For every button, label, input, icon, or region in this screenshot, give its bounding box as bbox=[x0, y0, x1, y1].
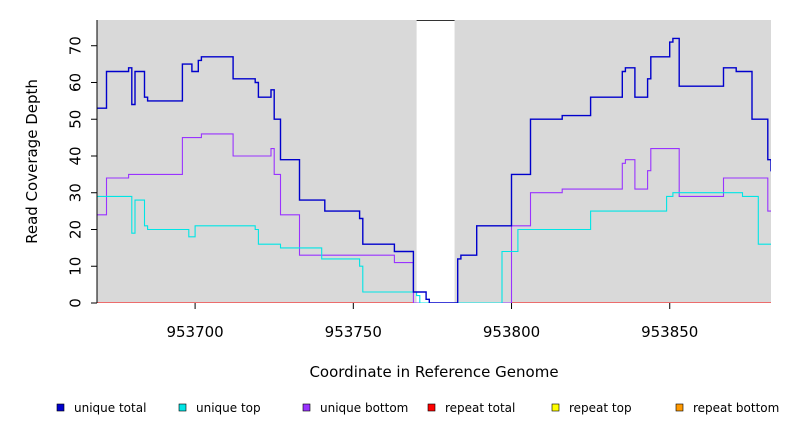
legend-item-unique-bottom: unique bottom bbox=[302, 401, 408, 415]
legend-swatch bbox=[56, 403, 65, 412]
axes-layer: 0 10 20 30 40 50 60 70 953700 953750 953800 953850 bbox=[66, 20, 698, 341]
legend-label: unique total bbox=[74, 401, 146, 415]
x-tick-label: 953700 bbox=[166, 323, 223, 341]
x-tick-label: 953850 bbox=[641, 323, 698, 341]
legend-label: unique top bbox=[196, 401, 261, 415]
legend-swatch bbox=[551, 403, 560, 412]
series-line-unique-bottom bbox=[97, 133, 771, 303]
y-tick-label: 50 bbox=[66, 110, 84, 129]
x-axis-title: Coordinate in Reference Genome bbox=[309, 363, 558, 381]
legend-item-unique-top: unique top bbox=[178, 401, 261, 415]
series-line-unique-top bbox=[97, 192, 771, 303]
legend-item-repeat-bottom: repeat bottom bbox=[675, 401, 779, 415]
y-tick-label: 10 bbox=[66, 257, 84, 276]
legend-swatch bbox=[302, 403, 311, 412]
legend-item-repeat-total: repeat total bbox=[427, 401, 515, 415]
y-tick-label: 20 bbox=[66, 220, 84, 239]
series-line-unique-total bbox=[97, 37, 771, 303]
legend-swatch bbox=[427, 403, 436, 412]
y-tick-label: 30 bbox=[66, 183, 84, 202]
legend-swatch bbox=[675, 403, 684, 412]
legend-label: repeat top bbox=[569, 401, 632, 415]
legend-item-unique-total: unique total bbox=[56, 401, 146, 415]
x-tick-label: 953750 bbox=[325, 323, 382, 341]
y-tick-label: 70 bbox=[66, 36, 84, 55]
gap-region bbox=[416, 20, 455, 303]
legend-label: unique bottom bbox=[320, 401, 408, 415]
legend-item-repeat-top: repeat top bbox=[551, 401, 632, 415]
legend-swatch bbox=[178, 403, 187, 412]
legend-label: repeat bottom bbox=[693, 401, 779, 415]
y-axis-title: Read Coverage Depth bbox=[23, 79, 41, 244]
y-tick-label: 60 bbox=[66, 73, 84, 92]
legend: unique total unique top unique bottom repea… bbox=[56, 401, 779, 415]
legend-label: repeat total bbox=[445, 401, 515, 415]
y-tick-label: 40 bbox=[66, 146, 84, 165]
x-tick-label: 953800 bbox=[483, 323, 540, 341]
y-tick-label: 0 bbox=[66, 298, 84, 308]
series-layer bbox=[97, 37, 771, 303]
